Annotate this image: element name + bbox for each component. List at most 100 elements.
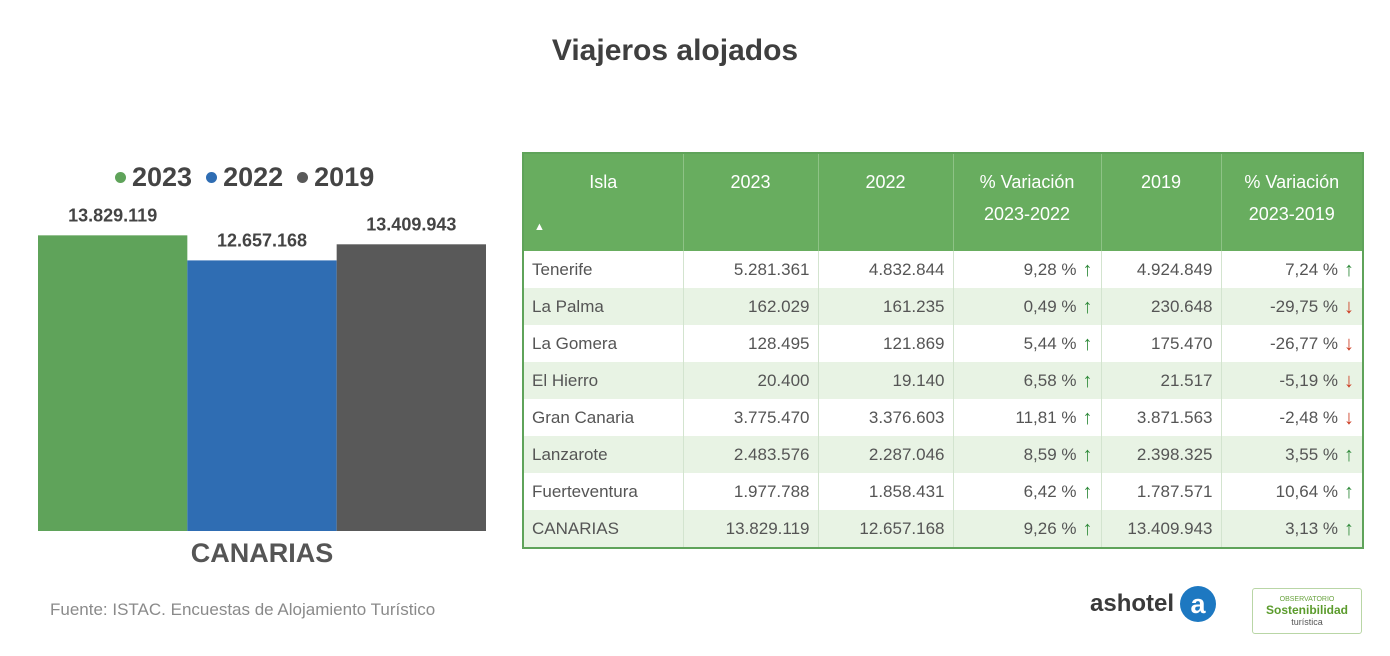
cell-var1: 5,44 % ↑ [953, 325, 1102, 362]
cell-value: 5.281.361 [733, 259, 810, 279]
cell-value: 128.495 [748, 333, 810, 353]
variation-table: Isla ▲ 2023 2022 % Variación 2023-2022 2… [522, 152, 1364, 549]
source-note: Fuente: ISTAC. Encuestas de Alojamiento … [50, 600, 436, 619]
cell-var2: -5,19 % ↓ [1221, 362, 1363, 399]
cell-y2019: 2.398.325 [1101, 436, 1222, 473]
cell-value: 161.235 [883, 296, 945, 316]
cell-var1: 8,59 % ↑ [953, 436, 1102, 473]
cell-y2023: 2.483.576 [683, 436, 819, 473]
table-row: Tenerife 5.281.361 4.832.844 9,28 % ↑ 4.924.8… [523, 251, 1363, 288]
cell-isla: CANARIAS [523, 510, 684, 548]
cell-isla: Gran Canaria [523, 399, 684, 436]
header-sublabel: 2023-2022 [983, 204, 1071, 224]
cell-value: -26,77 % [1269, 333, 1338, 353]
cell-y2023: 20.400 [683, 362, 819, 399]
chart-legend: 2023 2022 2019 [115, 162, 374, 193]
cell-value: 6,58 % [1023, 370, 1077, 390]
cell-isla: El Hierro [523, 362, 684, 399]
header-2022[interactable]: 2022 [818, 153, 954, 251]
cell-var2: 3,13 % ↑ [1221, 510, 1363, 548]
bar-chart: 13.829.119 12.657.168 13.409.943 [38, 205, 486, 532]
legend-dot-icon [206, 172, 218, 183]
obs-logo-small: OBSERVATORIO [1279, 595, 1335, 603]
cell-y2019: 21.517 [1101, 362, 1222, 399]
cell-isla: La Palma [523, 288, 684, 325]
table-row: Fuerteventura 1.977.788 1.858.431 6,42 % ↑ 1.… [523, 473, 1363, 510]
cell-value: 9,26 % [1023, 518, 1077, 538]
cell-y2022: 1.858.431 [818, 473, 954, 510]
cell-value: 7,24 % [1285, 259, 1338, 279]
cell-value: La Gomera [532, 333, 618, 353]
header-label: 2022 [865, 172, 906, 192]
arrow-up-icon: ↑ [1082, 370, 1093, 393]
header-isla[interactable]: Isla ▲ [523, 153, 684, 251]
header-2019[interactable]: 2019 [1101, 153, 1222, 251]
cell-value: 121.869 [883, 333, 945, 353]
cell-value: 3,55 % [1285, 444, 1338, 464]
cell-value: CANARIAS [532, 518, 619, 538]
legend-label: 2023 [132, 162, 193, 192]
cell-isla: Fuerteventura [523, 473, 684, 510]
cell-value: 3.871.563 [1136, 407, 1213, 427]
header-2023[interactable]: 2023 [683, 153, 819, 251]
cell-y2019: 13.409.943 [1101, 510, 1222, 548]
arrow-up-icon: ↑ [1082, 481, 1093, 504]
bar-2023 [38, 235, 188, 532]
header-variacion-2023-2019[interactable]: % Variación 2023-2019 [1221, 153, 1363, 251]
table-row: La Palma 162.029 161.235 0,49 % ↑ 230.648 -29,… [523, 288, 1363, 325]
cell-y2022: 4.832.844 [818, 251, 954, 288]
cell-y2023: 13.829.119 [683, 510, 819, 548]
table-row: CANARIAS 13.829.119 12.657.168 9,26 % ↑ 13.40… [523, 510, 1363, 548]
cell-value: 11,81 % [1015, 407, 1077, 427]
cell-value: El Hierro [532, 370, 599, 390]
cell-value: 10,64 % [1275, 481, 1338, 501]
data-label-2022: 12.657.168 [217, 230, 307, 250]
cell-y2022: 121.869 [818, 325, 954, 362]
arrow-up-icon: ↑ [1344, 444, 1354, 467]
cell-value: Gran Canaria [532, 407, 635, 427]
cell-value: 230.648 [1151, 296, 1213, 316]
header-sublabel: 2023-2019 [1248, 204, 1335, 224]
arrow-up-icon: ↑ [1082, 333, 1093, 356]
cell-value: 3.775.470 [733, 407, 810, 427]
cell-var1: 9,28 % ↑ [953, 251, 1102, 288]
bar-2022 [187, 260, 337, 531]
cell-y2022: 161.235 [818, 288, 954, 325]
arrow-up-icon: ↑ [1344, 259, 1354, 282]
cell-value: -5,19 % [1279, 370, 1338, 390]
data-label-2019: 13.409.943 [366, 214, 456, 234]
cell-y2019: 1.787.571 [1101, 473, 1222, 510]
cell-var2: 10,64 % ↑ [1221, 473, 1363, 510]
table-row: Gran Canaria 3.775.470 3.376.603 11,81 % ↑ 3.… [523, 399, 1363, 436]
cell-var2: 7,24 % ↑ [1221, 251, 1363, 288]
header-variacion-2023-2022[interactable]: % Variación 2023-2022 [953, 153, 1102, 251]
cell-y2019: 175.470 [1101, 325, 1222, 362]
ashotel-wordmark: ashotel [1090, 590, 1175, 617]
cell-value: 4.924.849 [1136, 259, 1213, 279]
cell-isla: Lanzarote [523, 436, 684, 473]
cell-value: 19.140 [892, 370, 945, 390]
cell-y2022: 19.140 [818, 362, 954, 399]
cell-value: Fuerteventura [532, 481, 638, 501]
cell-value: Tenerife [532, 259, 593, 279]
cell-y2023: 5.281.361 [683, 251, 819, 288]
table-row: El Hierro 20.400 19.140 6,58 % ↑ 21.517 -5,19 … [523, 362, 1363, 399]
arrow-up-icon: ↑ [1082, 444, 1093, 467]
legend-label: 2019 [314, 162, 375, 192]
ashotel-badge-icon: a [1180, 586, 1217, 622]
header-label: % Variación [979, 172, 1075, 192]
table-row: Lanzarote 2.483.576 2.287.046 8,59 % ↑ 2.398.… [523, 436, 1363, 473]
header-label: Isla [589, 172, 618, 192]
observatorio-logo: OBSERVATORIO Sostenibilidad turística [1252, 588, 1362, 634]
table-header-row: Isla ▲ 2023 2022 % Variación 2023-2022 2… [523, 153, 1363, 251]
legend-label: 2022 [223, 162, 284, 192]
cell-value: 1.858.431 [868, 481, 945, 501]
sort-up-icon[interactable]: ▲ [534, 221, 545, 233]
cell-value: 12.657.168 [859, 518, 945, 538]
cell-value: 1.977.788 [733, 481, 810, 501]
cell-value: 20.400 [757, 370, 810, 390]
page-title: Viajeros alojados [551, 34, 799, 67]
arrow-down-icon: ↓ [1344, 370, 1354, 393]
cell-var1: 11,81 % ↑ [953, 399, 1102, 436]
cell-value: 13.829.119 [725, 518, 810, 538]
